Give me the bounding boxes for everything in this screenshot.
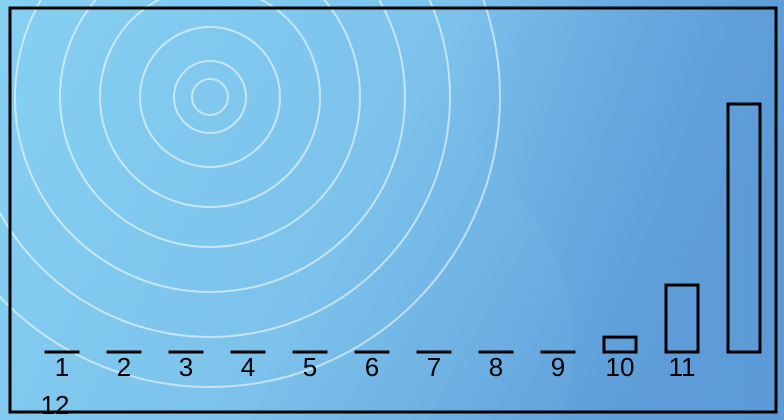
bar bbox=[726, 102, 762, 354]
ripples bbox=[0, 0, 500, 387]
x-tick-label: 5 bbox=[303, 352, 317, 382]
x-tick-label: 8 bbox=[489, 352, 503, 382]
bar bbox=[664, 283, 700, 354]
x-tick-label: 3 bbox=[179, 352, 193, 382]
frame bbox=[8, 6, 778, 414]
background-shape bbox=[461, 0, 784, 420]
x-tick-label: 6 bbox=[365, 352, 379, 382]
x-tick-label: 12 bbox=[41, 390, 70, 420]
x-tick-label: 1 bbox=[55, 352, 69, 382]
x-tick-label: 11 bbox=[669, 352, 696, 382]
bar bbox=[602, 335, 638, 354]
x-tick-label: 4 bbox=[241, 352, 255, 382]
x-tick-label: 10 bbox=[606, 352, 635, 382]
x-tick-label: 9 bbox=[551, 352, 565, 382]
x-tick-label: 7 bbox=[427, 352, 441, 382]
x-tick-label: 2 bbox=[117, 352, 131, 382]
